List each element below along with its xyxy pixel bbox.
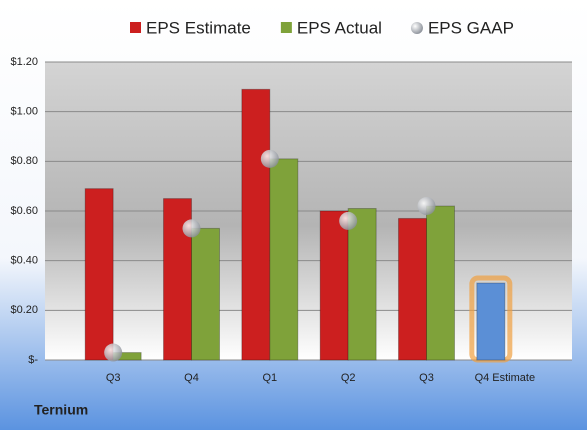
gaap-marker	[339, 211, 358, 230]
x-tick-label: Q3	[419, 372, 434, 384]
bar	[347, 208, 377, 361]
y-tick-label: $1.20	[10, 56, 38, 68]
legend-marker	[410, 22, 423, 34]
bar	[269, 158, 299, 361]
gaap-marker	[260, 149, 279, 168]
legend-label: EPS Actual	[297, 18, 382, 37]
y-tick-label: $-	[28, 354, 38, 366]
bar	[476, 282, 506, 361]
y-tick-label: $0.60	[10, 205, 38, 217]
bar	[84, 188, 114, 361]
bar	[191, 227, 220, 361]
x-tick-label: Q4	[184, 372, 199, 384]
y-tick-label: $0.80	[10, 155, 38, 167]
gaap-marker	[182, 219, 201, 238]
y-tick-label: $0.40	[10, 255, 38, 267]
bar	[398, 217, 427, 361]
gaap-marker	[104, 343, 123, 362]
footer: Ternium	[34, 402, 88, 418]
x-tick-label: Q4 Estimate	[475, 372, 536, 384]
x-tick-label: Q1	[262, 372, 277, 384]
legend-marker	[130, 22, 141, 33]
legend-label: EPS GAAP	[428, 18, 514, 37]
y-tick-label: $0.20	[10, 304, 38, 316]
gaap-marker	[417, 197, 436, 216]
legend-label: EPS Estimate	[146, 18, 251, 37]
bar	[426, 205, 455, 361]
y-tick-label: $1.00	[10, 106, 38, 118]
bar	[241, 88, 271, 361]
x-tick-label: Q3	[106, 372, 121, 384]
x-tick-label: Q2	[341, 372, 356, 384]
legend-marker	[280, 22, 292, 33]
bar	[319, 210, 349, 361]
